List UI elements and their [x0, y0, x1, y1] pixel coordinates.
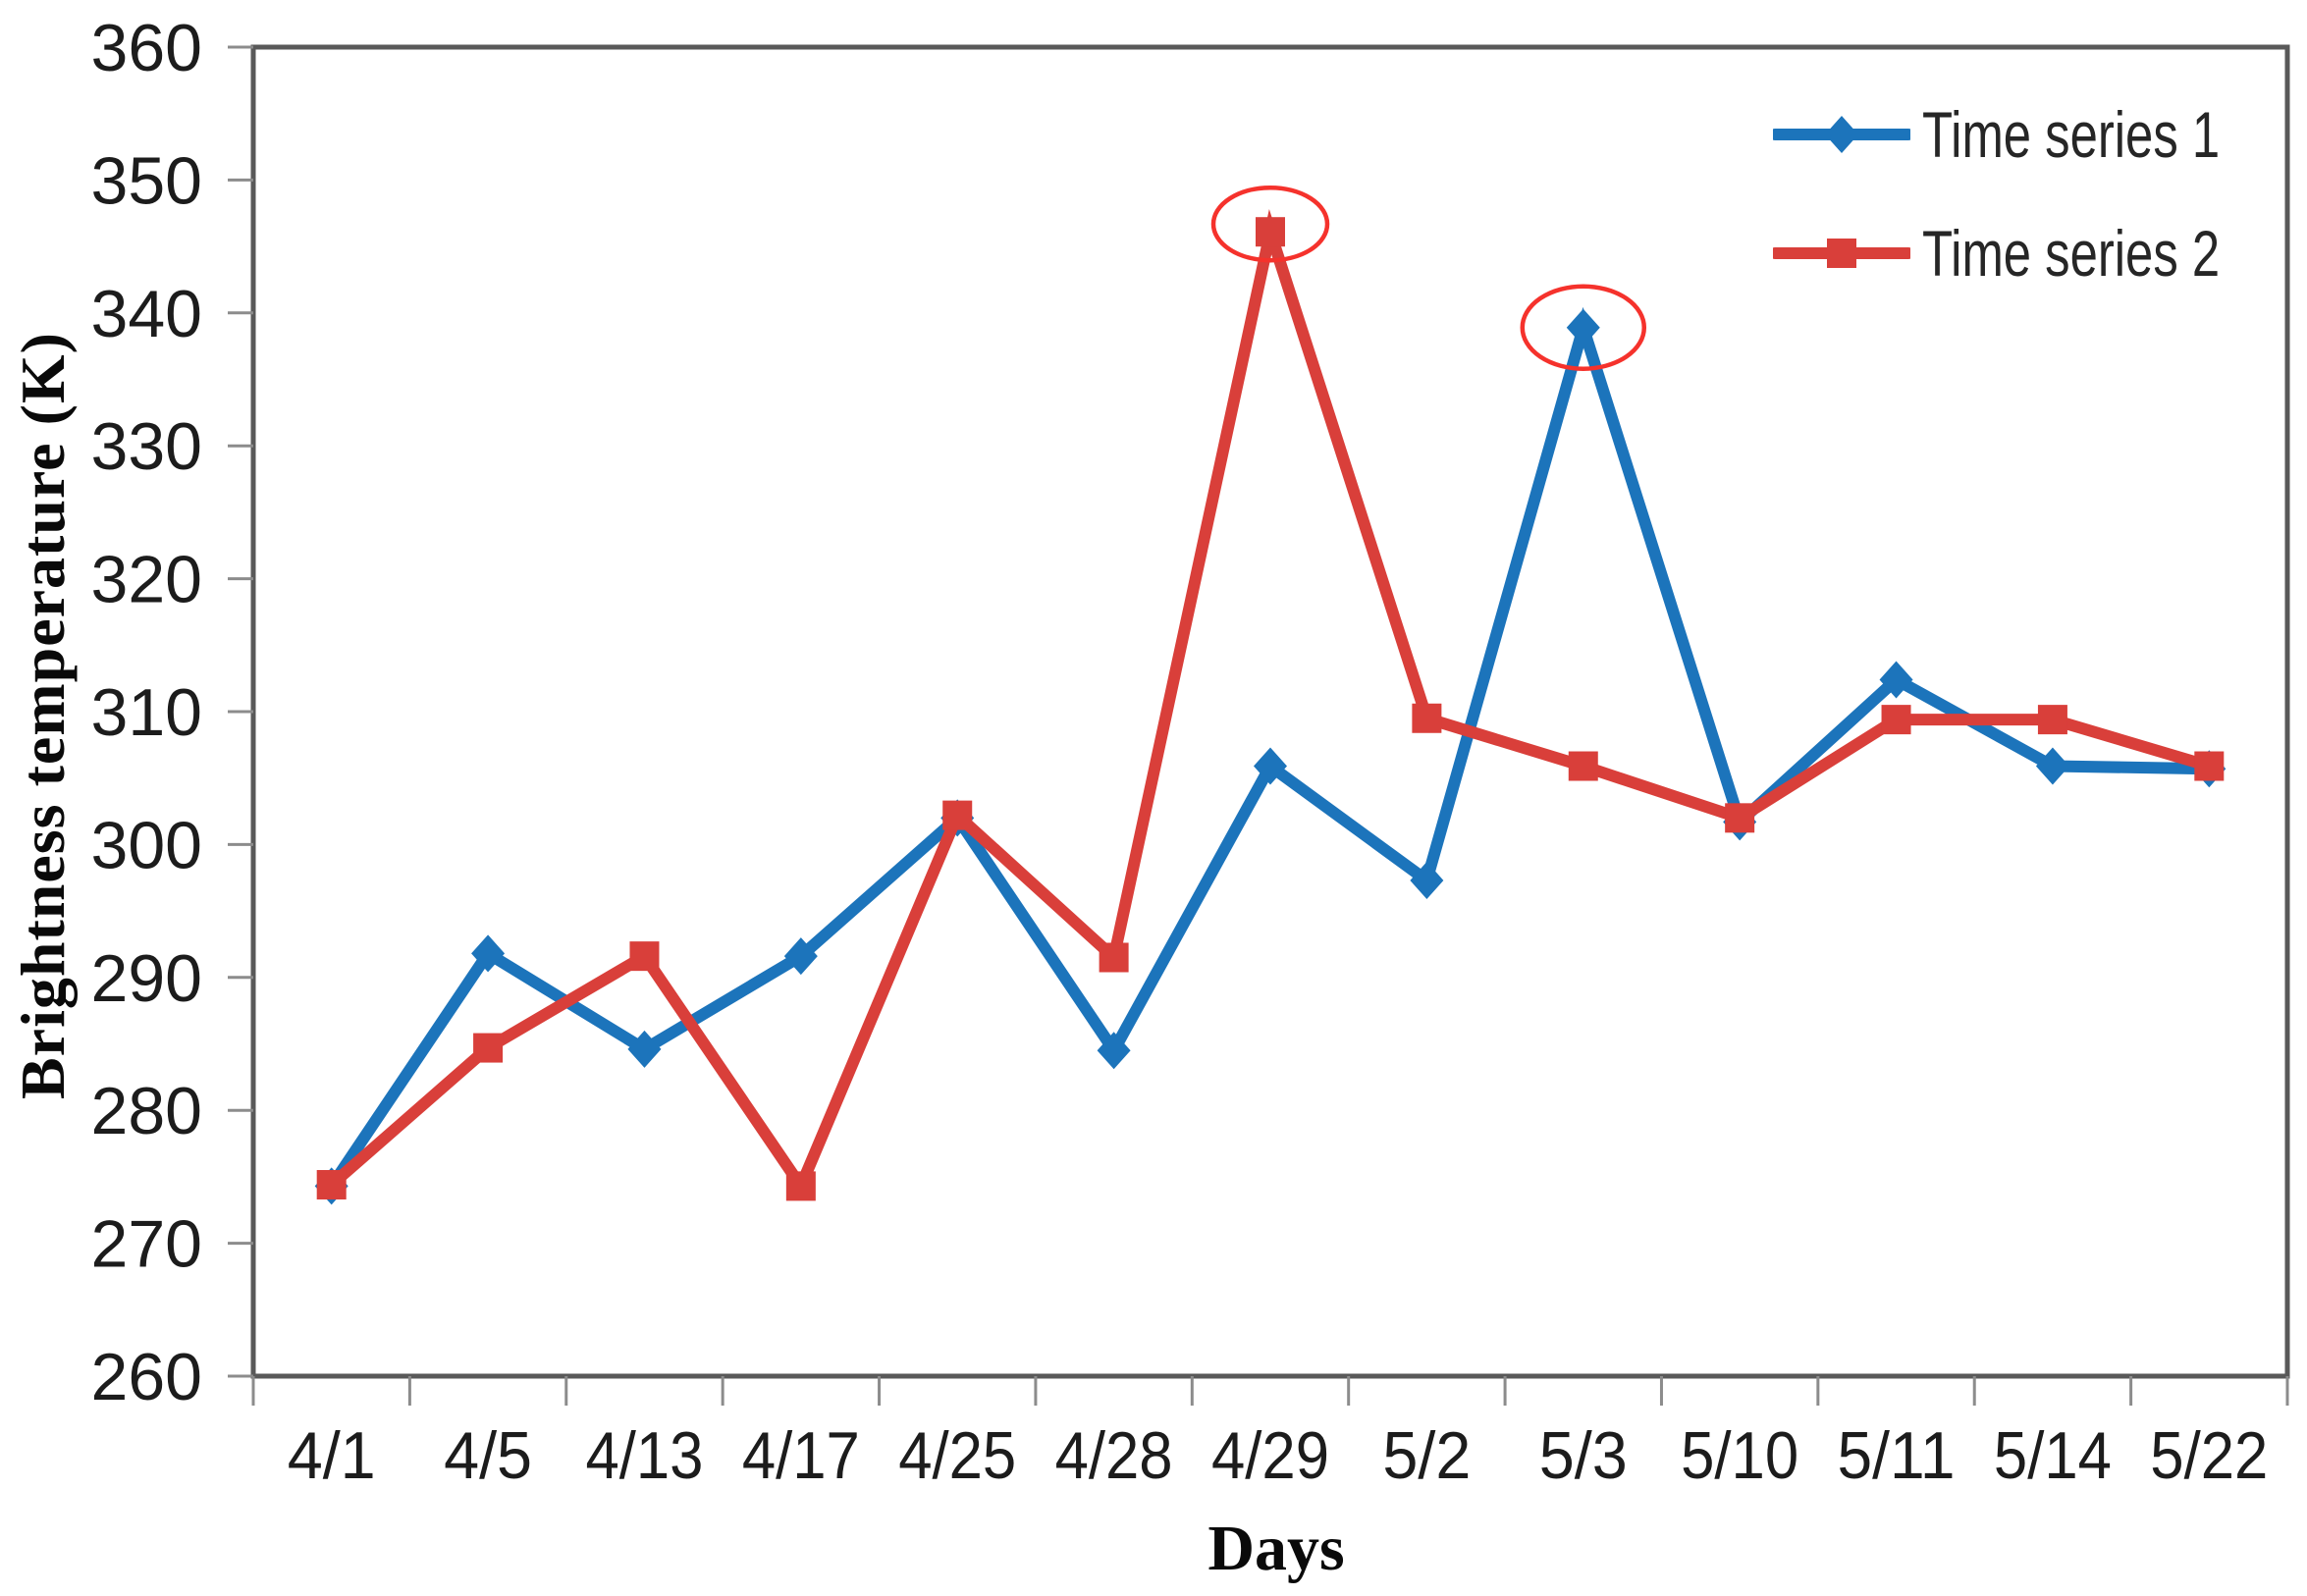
series-time-series-2-marker: [942, 800, 973, 830]
series-time-series-1-marker: [627, 1030, 662, 1068]
x-tick-label: 5/22: [2150, 1418, 2268, 1493]
x-axis-title: Days: [1207, 1513, 1345, 1584]
x-tick-label: 4/25: [898, 1418, 1016, 1493]
series-time-series-1-marker: [1879, 661, 1913, 699]
y-tick-label: 290: [91, 941, 202, 1016]
series-time-series-2-marker: [1881, 705, 1911, 735]
annotation-ellipse: [1210, 185, 1330, 263]
series-time-series-2-marker: [1256, 217, 1285, 247]
y-tick-label: 340: [91, 277, 202, 351]
x-tick-label: 5/3: [1539, 1418, 1628, 1493]
y-tick-label: 330: [91, 409, 202, 484]
y-tick-label: 300: [91, 808, 202, 882]
legend-label-series-1: Time series 1: [1922, 98, 2221, 171]
annotation-ellipse: [1520, 284, 1647, 371]
x-tick-label: 5/2: [1382, 1418, 1471, 1493]
x-tick-label: 5/11: [1838, 1418, 1956, 1493]
x-tick-label: 4/5: [444, 1418, 532, 1493]
x-tick-label: 5/10: [1681, 1418, 1798, 1493]
y-tick-label: 280: [91, 1074, 202, 1148]
series-time-series-2-marker: [2194, 751, 2225, 781]
y-tick-label: 310: [91, 675, 202, 750]
y-tick-label: 350: [91, 143, 202, 218]
series-time-series-2-line: [325, 209, 2216, 1198]
x-tick-label: 4/17: [742, 1418, 860, 1493]
series-time-series-2: [316, 209, 2225, 1201]
y-tick-label: 260: [91, 1340, 202, 1414]
legend-item-series-1: Time series 1: [1773, 88, 2307, 181]
series-time-series-1-marker: [1097, 1032, 1131, 1070]
series-time-series-2-marker: [629, 941, 660, 972]
x-tick-label: 5/14: [1994, 1418, 2112, 1493]
y-axis-title: Brightness temperature (K): [8, 332, 78, 1099]
series-time-series-1-marker: [2035, 747, 2069, 785]
y-tick-label: 270: [91, 1207, 202, 1282]
y-tick-label: 320: [91, 543, 202, 617]
series-time-series-2-marker: [1099, 942, 1129, 973]
series-time-series-1-marker: [1566, 308, 1600, 346]
series-2-swatch-icon: [1773, 239, 1910, 268]
series-time-series-1-marker: [1254, 747, 1287, 785]
series-time-series-1-marker: [1410, 861, 1444, 899]
legend-swatch-marker: [1825, 116, 1858, 153]
series-time-series-2-marker: [1568, 751, 1598, 781]
series-1-swatch-icon: [1773, 116, 1910, 153]
y-tick-label: 360: [91, 11, 202, 85]
x-tick-label: 4/29: [1211, 1418, 1329, 1493]
series-time-series-2-marker: [1412, 703, 1442, 733]
x-tick-label: 4/13: [585, 1418, 703, 1493]
legend: Time series 1 Time series 2: [1773, 88, 2307, 299]
series-time-series-1-marker: [471, 934, 506, 973]
x-tick-label: 4/1: [288, 1418, 376, 1493]
series-time-series-1-marker: [783, 937, 818, 976]
legend-item-series-2: Time series 2: [1773, 207, 2307, 299]
series-time-series-2-marker: [316, 1170, 347, 1200]
x-tick-label: 4/28: [1055, 1418, 1173, 1493]
legend-label-series-2: Time series 2: [1922, 217, 2221, 290]
legend-swatch-marker: [1827, 239, 1856, 268]
series-time-series-2-marker: [1725, 803, 1755, 833]
series-time-series-1: [314, 306, 2227, 1205]
series-time-series-2-marker: [2037, 705, 2067, 735]
series-time-series-2-marker: [785, 1171, 816, 1201]
series-time-series-2-marker: [473, 1033, 504, 1063]
